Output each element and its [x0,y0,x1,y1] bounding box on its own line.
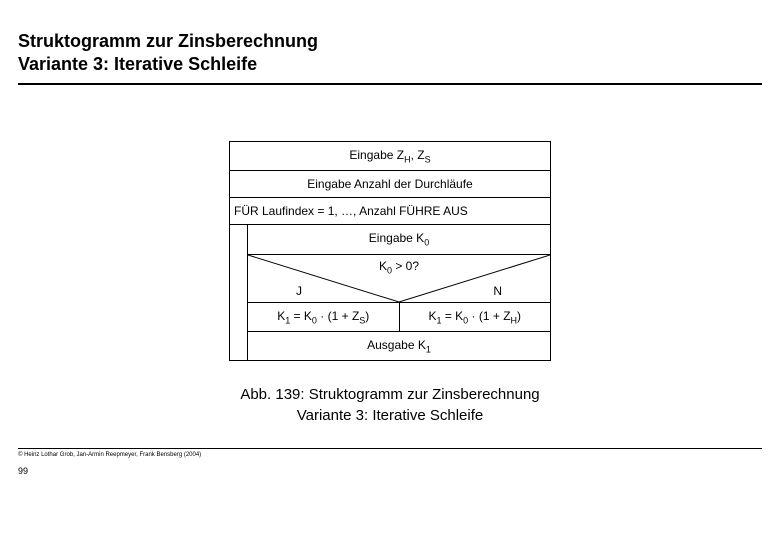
nsd-loop-body: Eingabe K0 K0 > 0? J N [230,225,550,360]
subscript: 1 [426,344,431,354]
nsd-branch-yes: K1 = K0 · (1 + ZS) [248,303,400,331]
copyright-text: © Heinz Lothar Grob, Jan-Armin Reepmeyer… [0,449,780,458]
text: Eingabe K [369,231,424,245]
title-line-1: Struktogramm zur Zinsberechnung [18,30,762,53]
nsd-condition-block: K0 > 0? J N K1 = K0 · (1 + ZS) K1 = K0 ·… [248,255,550,332]
slide-header: Struktogramm zur Zinsberechnung Variante… [0,0,780,93]
nsd-row-input-k0: Eingabe K0 [248,225,550,254]
subscript: S [425,154,431,164]
nsd-branch-no: K1 = K0 · (1 + ZH) [400,303,551,331]
text: ) [365,309,369,323]
header-rule [18,83,762,85]
nsd-condition-head: K0 > 0? J N [248,255,550,303]
text: , Z [411,148,425,162]
title-line-2: Variante 3: Iterative Schleife [18,53,762,76]
text: K [379,259,387,273]
text: Eingabe Z [349,148,404,162]
nsd-row-input-count: Eingabe Anzahl der Durchläufe [230,171,550,198]
caption-line-1: Abb. 139: Struktogramm zur Zinsberechnun… [0,385,780,405]
nsd-loop-content: Eingabe K0 K0 > 0? J N [248,225,550,360]
nsd-condition-yes-label: J [296,284,302,298]
figure-caption: Abb. 139: Struktogramm zur Zinsberechnun… [0,385,780,426]
nsd-condition-question: K0 > 0? [248,259,550,275]
text: > 0? [392,259,419,273]
text: · (1 + Z [468,309,510,323]
nsd-row-output-k1: Ausgabe K1 [248,332,550,360]
caption-line-2: Variante 3: Iterative Schleife [0,406,780,426]
nsd-loop-indent [230,225,248,360]
text: = K [441,309,463,323]
nsd-condition-no-label: N [493,284,502,298]
nsd-loop-header: FÜR Laufindex = 1, …, Anzahl FÜHRE AUS [230,198,550,225]
diagram-container: Eingabe ZH, ZS Eingabe Anzahl der Durchl… [0,141,780,362]
nsd-row-input-zh-zs: Eingabe ZH, ZS [230,142,550,171]
subscript: 0 [424,238,429,248]
nsd-condition-branches: K1 = K0 · (1 + ZS) K1 = K0 · (1 + ZH) [248,303,550,331]
text: = K [290,309,312,323]
text: ) [517,309,521,323]
text: Ausgabe K [367,338,426,352]
text: · (1 + Z [317,309,359,323]
nassi-shneiderman-diagram: Eingabe ZH, ZS Eingabe Anzahl der Durchl… [229,141,551,362]
page-number: 99 [0,458,780,476]
